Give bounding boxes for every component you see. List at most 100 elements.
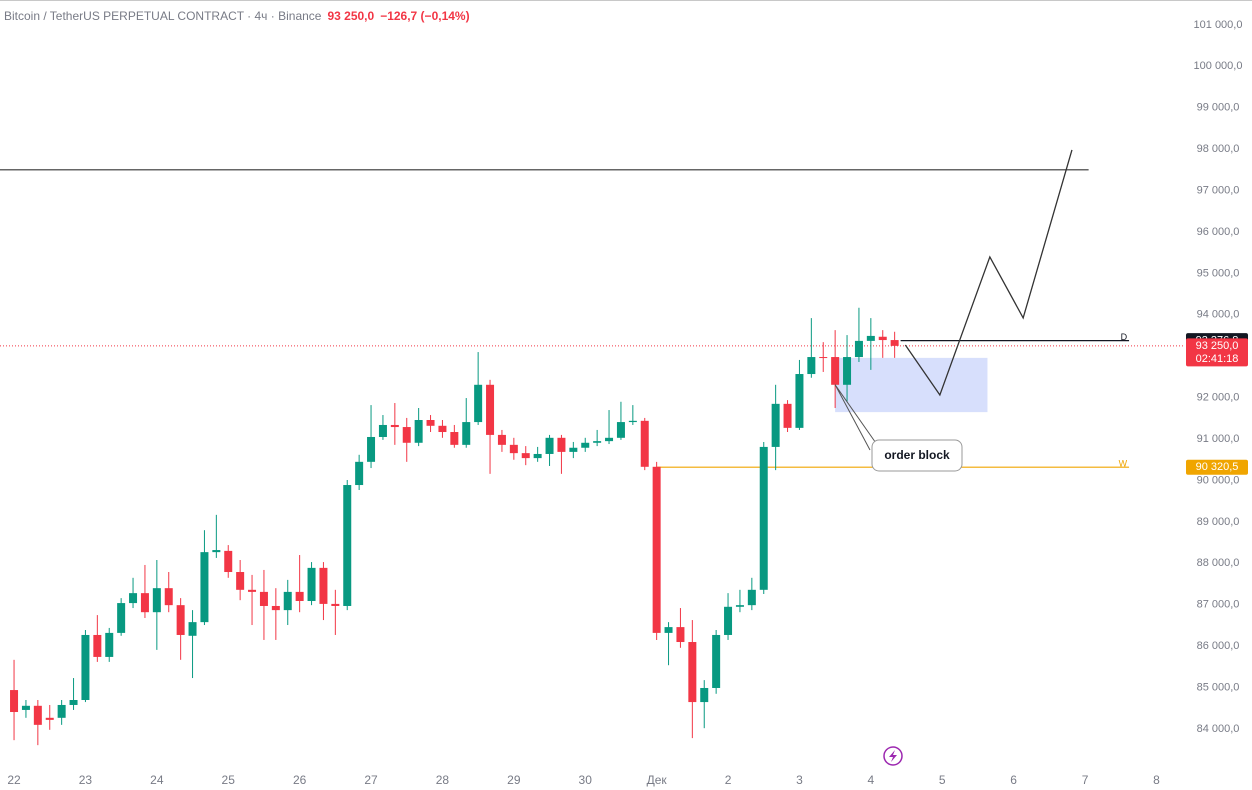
callout-label: order block <box>884 448 950 462</box>
candle-body <box>319 567 328 604</box>
candle-body <box>343 485 352 606</box>
candle-body <box>569 447 578 452</box>
y-tick-label: 99 000,0 <box>1197 102 1240 114</box>
candle-body <box>390 424 399 428</box>
price-tag <box>1186 459 1248 475</box>
candle-body <box>307 567 316 602</box>
x-tick-label: 8 <box>1153 773 1160 787</box>
candle-body <box>724 606 733 635</box>
x-tick-label: 3 <box>796 773 803 787</box>
candle-body <box>688 642 697 703</box>
candle-body <box>164 588 173 606</box>
candle-body <box>783 403 792 428</box>
x-tick-label: 6 <box>1010 773 1017 787</box>
candle-body <box>93 634 102 657</box>
candle-body <box>509 444 518 454</box>
candle-body <box>735 605 744 607</box>
candle-body <box>819 357 828 359</box>
candle-body <box>271 605 280 611</box>
lightning-icon[interactable] <box>883 746 903 766</box>
candle-body <box>331 603 340 606</box>
candle-body <box>21 705 30 710</box>
y-tick-label: 90 000,0 <box>1197 474 1240 486</box>
price-tag-label: 90 320,5 <box>1196 461 1239 473</box>
x-tick-label: 2 <box>725 773 732 787</box>
x-tick-label: 4 <box>867 773 874 787</box>
candle-body <box>807 357 816 375</box>
candle-body <box>628 420 637 423</box>
x-tick-label: Дек <box>647 773 668 787</box>
candle-body <box>593 441 602 443</box>
candle-body <box>866 335 875 341</box>
x-tick-label: 5 <box>939 773 946 787</box>
order-block-zone <box>835 357 988 413</box>
price-tag <box>1186 338 1248 367</box>
level-tag: D <box>1121 332 1128 342</box>
candle-body <box>45 717 54 720</box>
price-tag-label: 93 250,0 <box>1196 340 1239 352</box>
x-tick-label: 7 <box>1082 773 1089 787</box>
candle-body <box>854 340 863 358</box>
y-tick-label: 92 000,0 <box>1197 392 1240 404</box>
header-change: −126,7 (−0,14%) <box>380 9 470 23</box>
candle-body <box>81 634 90 700</box>
candle-body <box>486 384 495 435</box>
candle-body <box>831 357 840 385</box>
candle-body <box>581 442 590 448</box>
x-tick-label: 28 <box>436 773 450 787</box>
candle-body <box>497 434 506 445</box>
y-tick-label: 84 000,0 <box>1197 723 1240 735</box>
candle-body <box>140 593 149 613</box>
y-tick-label: 97 000,0 <box>1197 184 1240 196</box>
candle-body <box>355 461 364 486</box>
candle-body <box>129 593 138 604</box>
x-tick-label: 25 <box>222 773 236 787</box>
candle-body <box>248 589 257 592</box>
candle-body <box>878 336 887 341</box>
candle-body <box>843 357 852 385</box>
candle-body <box>640 420 649 467</box>
candle-body <box>367 436 376 462</box>
x-tick-label: 23 <box>79 773 93 787</box>
candle-body <box>224 550 233 573</box>
y-tick-label: 96 000,0 <box>1197 226 1240 238</box>
x-tick-label: 27 <box>364 773 378 787</box>
x-tick-label: 22 <box>7 773 21 787</box>
y-tick-label: 91 000,0 <box>1197 433 1240 445</box>
candle-body <box>69 700 78 705</box>
lightning-glyph <box>889 750 897 762</box>
x-tick-label: 26 <box>293 773 307 787</box>
candle-body <box>200 552 209 623</box>
callout-box <box>871 439 963 472</box>
y-tick-label: 101 000,0 <box>1194 19 1243 31</box>
candle-body <box>402 427 411 443</box>
candle-body <box>117 603 126 633</box>
candle-body <box>33 705 42 725</box>
candle-body <box>426 420 435 426</box>
y-tick-label: 87 000,0 <box>1197 599 1240 611</box>
candle-body <box>462 422 471 445</box>
candle-body <box>795 374 804 428</box>
candle-body <box>712 634 721 688</box>
candle-body <box>176 605 185 635</box>
candle-body <box>450 432 459 445</box>
candle-body <box>533 453 542 459</box>
y-tick-label: 98 000,0 <box>1197 143 1240 155</box>
candle-body <box>474 384 483 423</box>
candle-body <box>616 422 625 438</box>
x-tick-label: 24 <box>150 773 164 787</box>
candle-body <box>771 403 780 447</box>
candle-body <box>10 690 19 713</box>
y-tick-label: 95 000,0 <box>1197 267 1240 279</box>
candle-body <box>521 453 530 459</box>
projection-path <box>904 149 1073 397</box>
candle-body <box>378 424 387 437</box>
candle-body <box>438 425 447 433</box>
candle-body <box>236 572 245 590</box>
header: Bitcoin / TetherUS PERPETUAL CONTRACT · … <box>4 9 470 23</box>
y-tick-label: 86 000,0 <box>1197 640 1240 652</box>
candle-body <box>605 437 614 442</box>
countdown-label: 02:41:18 <box>1196 353 1239 365</box>
y-tick-label: 88 000,0 <box>1197 557 1240 569</box>
